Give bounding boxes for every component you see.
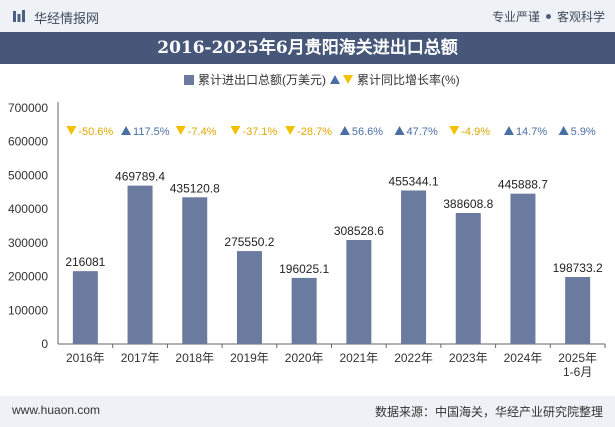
bar-value-label: 308528.6 — [334, 224, 384, 238]
bar-value-label: 198733.2 — [553, 261, 603, 275]
logo-icon — [13, 10, 25, 22]
growth-down-triangle-icon — [285, 126, 296, 135]
growth-rate-label: 56.6% — [352, 126, 383, 138]
bar-value-label: 196025.1 — [279, 262, 329, 276]
x-tick-label: 2019年 — [230, 351, 269, 365]
x-tick-label: 2017年 — [121, 351, 160, 365]
bar — [182, 197, 208, 344]
x-tick-label: 2022年 — [394, 351, 433, 365]
x-tick-label: 2018年 — [175, 351, 214, 365]
bar — [291, 277, 317, 344]
slogan-left: 专业严谨 — [491, 10, 540, 24]
growth-rate-label: -28.7% — [297, 126, 332, 138]
legend-bar-swatch-icon — [184, 75, 194, 85]
legend-down-triangle-icon — [343, 75, 353, 84]
site-name: 华经情报网 — [34, 11, 100, 26]
y-tick-label: 400000 — [8, 202, 48, 216]
growth-up-triangle-icon — [394, 126, 405, 135]
slogan-dot-icon — [545, 14, 551, 19]
bar — [127, 185, 153, 344]
chart-title: 2016-2025年6月贵阳海关进出口总额 — [0, 32, 615, 64]
y-tick-label: 600000 — [8, 135, 48, 149]
growth-rate-label: -7.4% — [188, 126, 217, 138]
growth-rate-label: -37.1% — [242, 126, 277, 138]
bar-value-label: 216081 — [65, 255, 105, 269]
x-tick-label: 2021年 — [339, 351, 378, 365]
growth-rate-label: 14.7% — [516, 126, 547, 138]
bar-value-label: 469789.4 — [115, 170, 165, 184]
growth-down-triangle-icon — [449, 126, 460, 135]
bar — [346, 239, 372, 344]
growth-down-triangle-icon — [66, 126, 77, 135]
growth-down-triangle-icon — [175, 126, 186, 135]
bar-value-label: 455344.1 — [389, 174, 439, 188]
x-tick-label: 2025年 — [558, 351, 597, 365]
growth-rate-label: 47.7% — [407, 126, 438, 138]
x-tick-label: 2016年 — [66, 351, 105, 365]
y-tick-label: 500000 — [8, 168, 48, 182]
slogan-right: 客观科学 — [556, 10, 605, 24]
growth-rate-label: 5.9% — [571, 126, 596, 138]
footer-band: www.huaon.com 数据来源：中国海关，华经产业研究院整理 — [0, 396, 615, 427]
growth-rate-label: -50.6% — [78, 126, 113, 138]
bar — [455, 212, 481, 344]
x-tick-label: 2023年 — [449, 351, 488, 365]
x-tick-label: 2020年 — [285, 351, 324, 365]
header-band: 华经情报网 专业严谨 客观科学 — [0, 0, 615, 32]
slogan: 专业严谨 客观科学 — [492, 8, 605, 25]
bar — [510, 193, 536, 344]
bar-value-label: 388608.8 — [443, 197, 493, 211]
legend-label-total: 累计进出口总额(万美元) — [198, 73, 326, 87]
legend-label-growth: 累计同比增长率(%) — [357, 72, 460, 87]
growth-up-triangle-icon — [503, 126, 514, 135]
chart-area: 累计进出口总额(万美元) 累计同比增长率(%) 0 100000 200000 30000… — [8, 72, 606, 379]
footer-website: www.huaon.com — [12, 403, 101, 417]
y-tick-label: 0 — [41, 337, 48, 351]
bar-value-label: 445888.7 — [498, 178, 548, 192]
bar — [401, 190, 427, 344]
x-tick-label: 1-6月 — [563, 365, 592, 379]
footer-source: 数据来源：中国海关，华经产业研究院整理 — [374, 405, 603, 419]
y-tick-label: 300000 — [8, 236, 48, 250]
bar — [565, 276, 591, 344]
bar-value-label: 275550.2 — [224, 235, 274, 249]
bar — [72, 271, 98, 344]
growth-up-triangle-icon — [558, 126, 569, 135]
growth-rate-label: -4.9% — [461, 126, 490, 138]
y-tick-label: 700000 — [8, 101, 48, 115]
growth-up-triangle-icon — [121, 126, 132, 135]
x-tick-label: 2024年 — [504, 351, 543, 365]
bar-value-label: 435120.8 — [170, 181, 220, 195]
growth-up-triangle-icon — [339, 126, 350, 135]
bar — [236, 251, 262, 344]
legend-up-triangle-icon — [330, 75, 340, 84]
y-tick-label: 200000 — [8, 270, 48, 284]
y-tick-label: 100000 — [8, 303, 48, 317]
growth-rate-label: 117.5% — [133, 126, 170, 138]
growth-down-triangle-icon — [230, 126, 241, 135]
